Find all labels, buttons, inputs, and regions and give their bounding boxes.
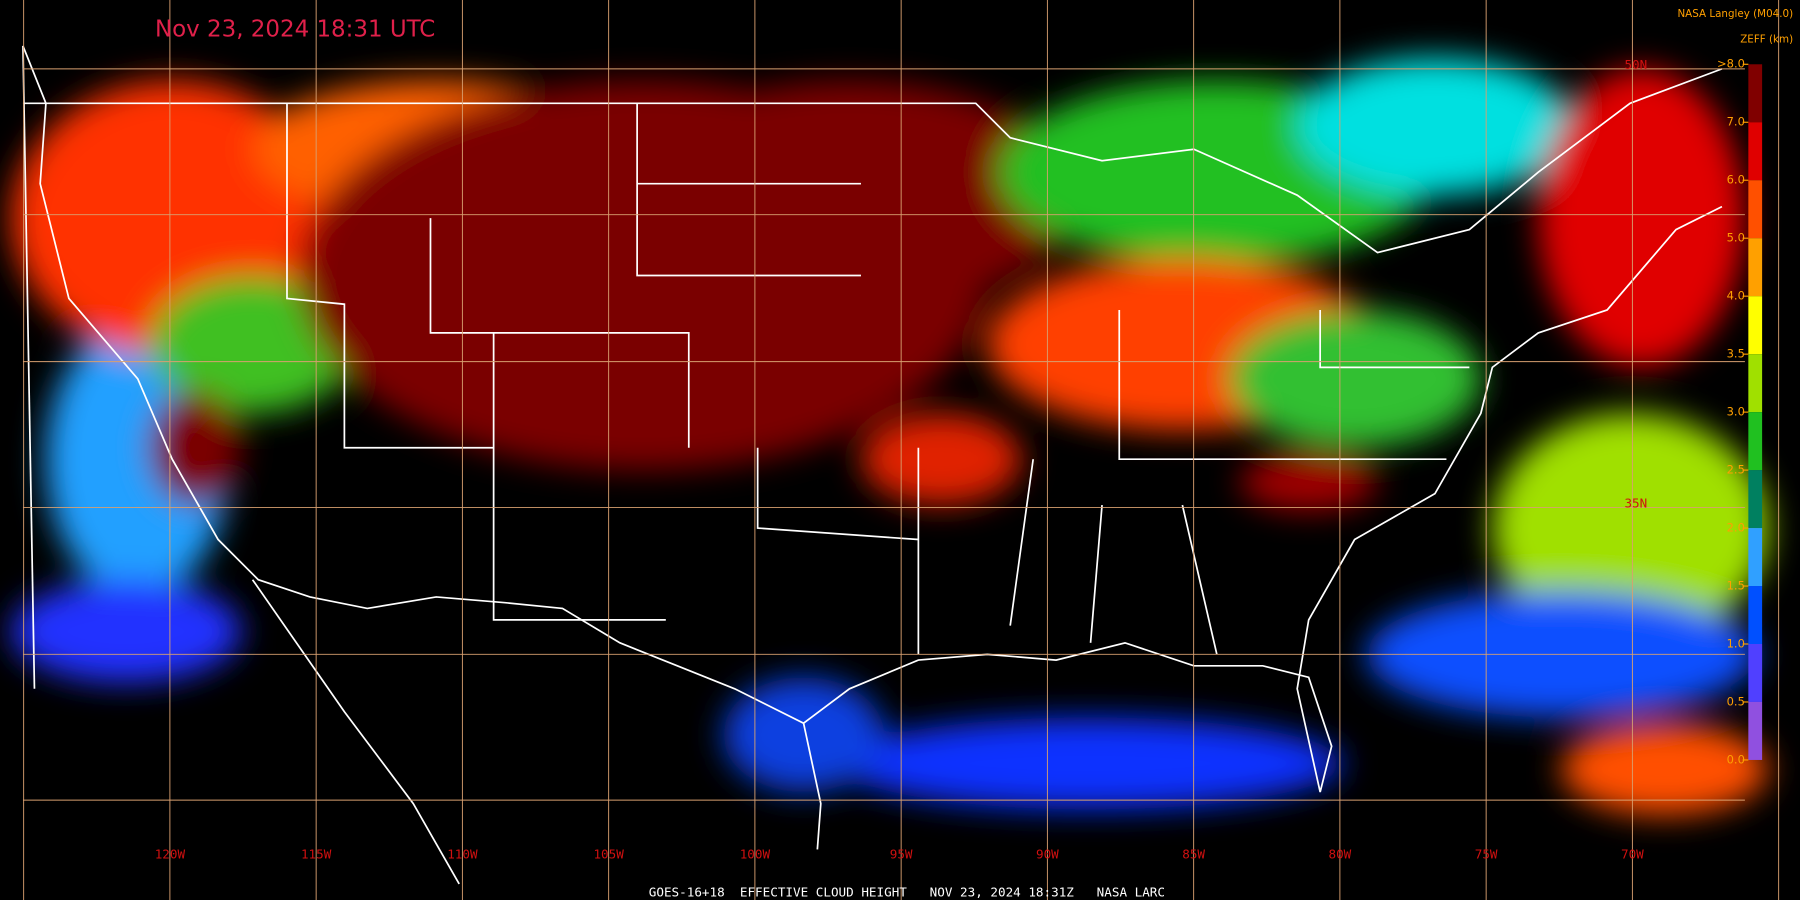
cloud-region bbox=[838, 717, 1344, 810]
longitude-label: 100W bbox=[740, 847, 771, 862]
colorbar-segment bbox=[1748, 528, 1763, 587]
cloud-region bbox=[149, 390, 242, 506]
longitude-label: 110W bbox=[447, 847, 478, 862]
colorbar-segment bbox=[1748, 296, 1763, 355]
coastline bbox=[803, 205, 1723, 793]
colorbar-segment bbox=[1748, 238, 1763, 297]
cloud-region bbox=[1239, 453, 1378, 511]
colorbar-segment bbox=[1748, 586, 1763, 645]
colorbar-tick-label: 6.0 bbox=[1727, 173, 1745, 187]
cloud-region bbox=[1538, 68, 1745, 368]
latitude-label: 50N bbox=[1624, 57, 1647, 72]
colorbar-tick-label: 2.5 bbox=[1727, 463, 1745, 477]
lat-lon-grid: 120W 115W 110W 105W 100W 95W 90W 85W 80W 75W 70W 50… bbox=[22, 0, 1780, 900]
longitude-label: 85W bbox=[1182, 847, 1205, 862]
cloud-region bbox=[619, 80, 1080, 310]
longitude-label: 115W bbox=[301, 847, 332, 862]
longitude-label: 75W bbox=[1475, 847, 1498, 862]
colorbar-title: ZEFF (km) bbox=[1740, 33, 1793, 45]
cloud-region bbox=[1561, 723, 1768, 816]
colorbar-segment bbox=[1748, 354, 1763, 413]
state-border bbox=[286, 103, 1470, 655]
border bbox=[22, 45, 36, 689]
footer: GOES-16+18 EFFECTIVE CLOUD HEIGHT NOV 23… bbox=[649, 885, 1165, 900]
colorbar-tick-label: 0.0 bbox=[1727, 752, 1745, 766]
colorbar-tick-label: 1.0 bbox=[1727, 636, 1745, 650]
colorbar-tick-label: 3.0 bbox=[1727, 405, 1745, 419]
border bbox=[22, 45, 822, 850]
longitude-label: 105W bbox=[593, 847, 624, 862]
latitude-label: 35N bbox=[1624, 495, 1647, 510]
colorbar-segment bbox=[1748, 180, 1763, 239]
colorbar-tick-label: 7.0 bbox=[1727, 115, 1745, 129]
longitude-label: 95W bbox=[890, 847, 913, 862]
colorbar-segment bbox=[1748, 412, 1763, 471]
colorbar-segment bbox=[1748, 470, 1763, 529]
longitude-label: 120W bbox=[155, 847, 186, 862]
colorbar-segment bbox=[1748, 64, 1763, 123]
cloud-region bbox=[723, 677, 884, 793]
coastline bbox=[251, 579, 460, 885]
cloud-field bbox=[11, 57, 1768, 816]
colorbar-segment bbox=[1748, 644, 1763, 702]
longitude-label: 80W bbox=[1329, 847, 1352, 862]
border bbox=[22, 68, 1723, 254]
cloud-region bbox=[860, 413, 1022, 506]
colorbar-tick-label: 2.0 bbox=[1727, 521, 1745, 535]
cloud-region bbox=[11, 579, 242, 684]
colorbar: >8.0 7.0 6.0 5.0 4.0 3.5 3.0 2.5 2.0 1.5 1.0 0.5 0.0 bbox=[1717, 57, 1763, 766]
colorbar-tick-label: 3.5 bbox=[1727, 347, 1745, 361]
cloud-region bbox=[1492, 413, 1768, 643]
coastlines-borders bbox=[22, 45, 1723, 885]
colorbar-tick-label: 0.5 bbox=[1727, 694, 1745, 708]
colorbar-tick-label: >8.0 bbox=[1717, 57, 1745, 71]
credit: NASA Langley (M04.0) bbox=[1677, 8, 1793, 20]
cloud-region bbox=[1297, 57, 1573, 196]
colorbar-tick-label: 4.0 bbox=[1727, 289, 1745, 303]
cloud-region bbox=[1228, 309, 1481, 448]
colorbar-segment bbox=[1748, 122, 1763, 181]
longitude-label: 90W bbox=[1036, 847, 1059, 862]
longitude-label: 70W bbox=[1621, 847, 1644, 862]
map-title: Nov 23, 2024 18:31 UTC bbox=[155, 17, 435, 43]
colorbar-tick-label: 5.0 bbox=[1727, 231, 1745, 245]
colorbar-segment bbox=[1748, 701, 1763, 760]
colorbar-tick-label: 1.5 bbox=[1727, 578, 1745, 592]
